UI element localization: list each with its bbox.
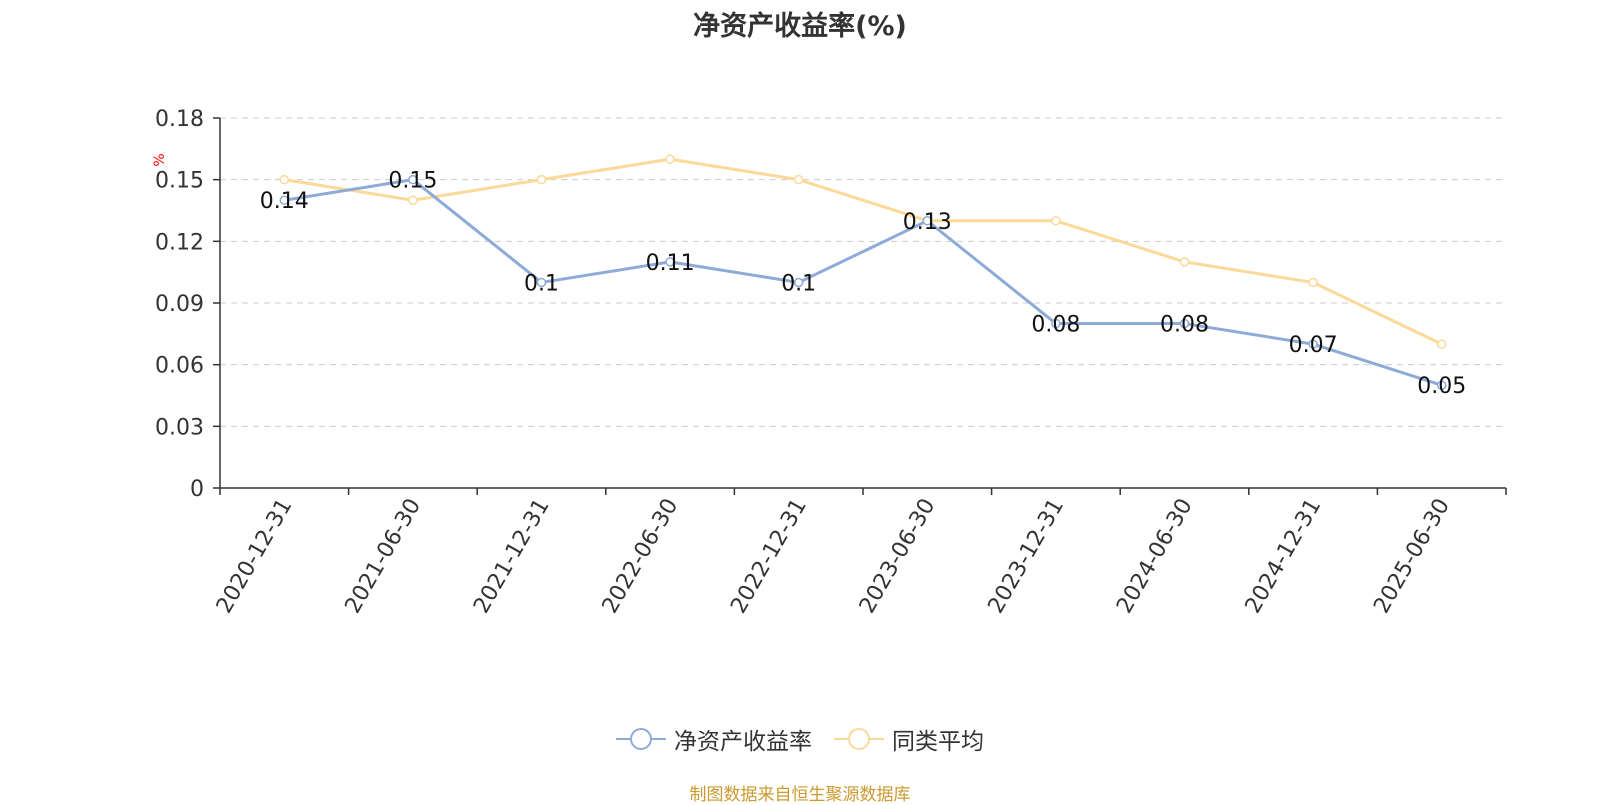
series-point-1 — [1308, 277, 1318, 288]
x-tick-label: 2020-12-31 — [212, 495, 298, 618]
source-note: 制图数据来自恒生聚源数据库 — [689, 785, 911, 805]
legend-label-roe: 净资产收益率 — [674, 729, 812, 755]
axes: 0 0.03 0.06 0.09 0.12 0.15 0.18 2020-12-31 2021-… — [155, 107, 1507, 618]
x-tick-label: 2021-06-30 — [341, 495, 427, 618]
data-label: 0.1 — [781, 271, 816, 296]
legend-line-circle-icon — [616, 728, 666, 750]
series-point-1 — [793, 174, 804, 185]
data-label: 0.07 — [1289, 333, 1338, 358]
y-tick-label: 0.15 — [155, 169, 204, 194]
legend-line-circle-icon — [834, 728, 884, 750]
x-tick-label: 2023-12-31 — [984, 495, 1070, 618]
legend-item-peer-average[interactable]: 同类平均 — [834, 722, 984, 756]
series-point-0 — [922, 216, 933, 226]
series-point-1 — [536, 174, 547, 185]
data-label: 0.14 — [260, 189, 309, 214]
series-point-1 — [1179, 257, 1190, 267]
series-point-1 — [1436, 339, 1447, 349]
series-line-0 — [284, 178, 1443, 387]
y-tick-label: 0.06 — [155, 354, 204, 379]
series-point-0 — [408, 174, 418, 185]
data-label: 0.11 — [646, 251, 695, 276]
x-tick-label: 2022-06-30 — [598, 495, 684, 618]
y-tick-label: 0.09 — [155, 292, 204, 317]
series-point-0 — [1179, 318, 1190, 329]
series-lines — [279, 154, 1447, 390]
x-tick-label: 2025-06-30 — [1369, 495, 1455, 618]
y-tick-label: 0.03 — [155, 415, 204, 440]
x-tick-label: 2024-12-31 — [1241, 495, 1327, 618]
series-point-0 — [279, 195, 290, 205]
series-point-1 — [279, 174, 290, 185]
legend-label-peer-average: 同类平均 — [892, 729, 984, 755]
y-tick-label: 0.12 — [155, 230, 204, 255]
chart-title: 净资产收益率(%) — [693, 11, 907, 42]
y-tick-label: 0 — [190, 477, 204, 502]
x-tick-label: 2024-06-30 — [1112, 495, 1198, 618]
grid-lines — [220, 117, 1506, 427]
x-tick-label: 2022-12-31 — [726, 495, 812, 618]
data-label: 0.05 — [1417, 374, 1466, 399]
data-label: 0.08 — [1160, 313, 1209, 338]
legend: 净资产收益率 同类平均 — [0, 722, 1600, 756]
data-label: 0.08 — [1031, 313, 1080, 338]
series-point-1 — [1051, 216, 1061, 226]
data-label: 0.15 — [388, 169, 437, 194]
data-labels: 0.14 0.15 0.1 0.11 0.1 0.13 0.08 0.08 0.07 0.05 — [260, 169, 1466, 400]
series-line-1 — [284, 157, 1443, 346]
x-tick-label: 2021-12-31 — [469, 495, 555, 618]
y-axis-unit-label: % — [152, 153, 168, 166]
series-point-0 — [665, 257, 675, 267]
series-point-0 — [536, 277, 547, 288]
legend-item-roe[interactable]: 净资产收益率 — [616, 722, 812, 756]
series-point-0 — [1051, 318, 1061, 329]
data-label: 0.13 — [903, 210, 952, 235]
series-point-0 — [1436, 380, 1447, 390]
series-point-1 — [665, 154, 675, 164]
y-tick-label: 0.18 — [155, 107, 204, 132]
x-tick-label: 2023-06-30 — [855, 495, 941, 618]
series-point-0 — [1308, 339, 1318, 349]
data-label: 0.1 — [524, 271, 559, 296]
series-point-0 — [793, 277, 804, 288]
series-point-1 — [408, 195, 418, 205]
